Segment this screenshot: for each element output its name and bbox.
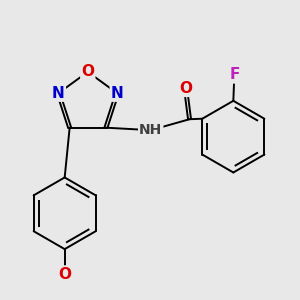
Text: O: O — [58, 266, 71, 281]
Text: N: N — [111, 86, 124, 101]
Text: O: O — [81, 64, 94, 80]
Text: N: N — [52, 86, 65, 101]
Text: F: F — [229, 68, 239, 82]
Text: O: O — [179, 81, 192, 96]
Text: NH: NH — [139, 123, 162, 137]
